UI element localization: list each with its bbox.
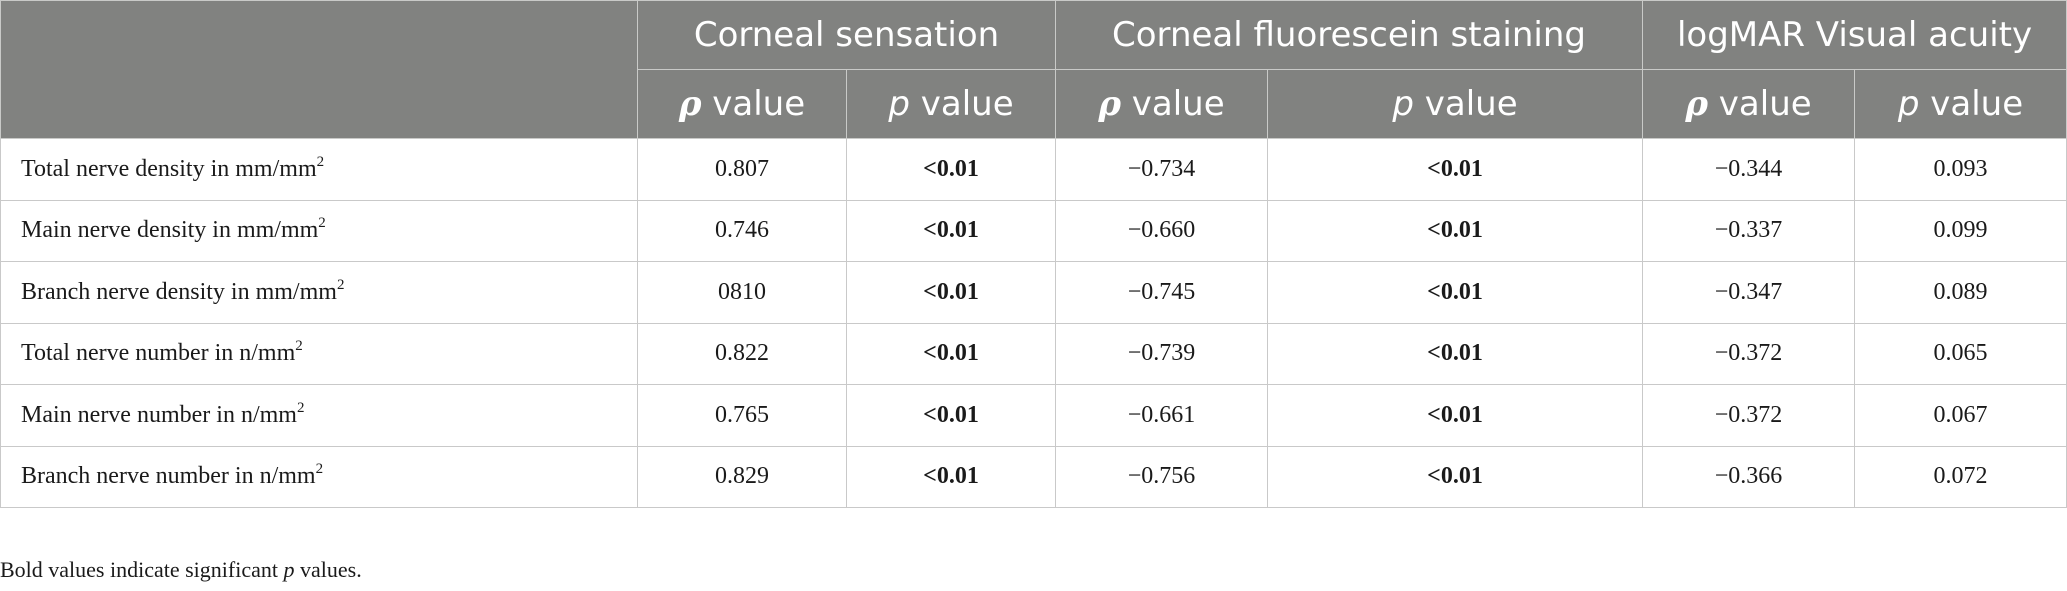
cell-acuity-rho: −0.344 xyxy=(1642,138,1856,201)
row-label: Total nerve density in mm/mm2 xyxy=(0,138,638,201)
table-row: Branch nerve density in mm/mm2 0810 <0.0… xyxy=(0,261,2067,324)
table-row: Branch nerve number in n/mm2 0.829 <0.01… xyxy=(0,445,2067,508)
header-blank-cell xyxy=(0,0,638,139)
cell-sensation-p: <0.01 xyxy=(846,384,1056,447)
cell-acuity-p: 0.093 xyxy=(1854,138,2067,201)
subheader-rho-value: ρ value xyxy=(1642,69,1856,139)
cell-staining-p: <0.01 xyxy=(1266,445,1644,508)
subheader-p-value: p value xyxy=(1854,69,2067,139)
cell-acuity-rho: −0.372 xyxy=(1642,322,1856,385)
cell-acuity-rho: −0.366 xyxy=(1642,445,1856,508)
subheader-rho-value: ρ value xyxy=(637,69,847,139)
cell-sensation-rho: 0.829 xyxy=(637,445,847,508)
cell-acuity-p: 0.065 xyxy=(1854,322,2067,385)
subheader-p-value: p value xyxy=(846,69,1056,139)
header-row-groups: Corneal sensation Corneal fluorescein st… xyxy=(0,0,2067,139)
cell-staining-p: <0.01 xyxy=(1266,384,1644,447)
table-row: Total nerve density in mm/mm2 0.807 <0.0… xyxy=(0,138,2067,201)
cell-acuity-rho: −0.347 xyxy=(1642,261,1856,324)
cell-sensation-rho: 0.765 xyxy=(637,384,847,447)
cell-staining-rho: −0.660 xyxy=(1055,199,1268,262)
cell-staining-p: <0.01 xyxy=(1266,138,1644,201)
table-row: Main nerve density in mm/mm2 0.746 <0.01… xyxy=(0,199,2067,262)
group-header-corneal-fluorescein-staining: Corneal fluorescein staining xyxy=(1054,0,1644,70)
cell-acuity-p: 0.072 xyxy=(1854,445,2067,508)
cell-staining-rho: −0.734 xyxy=(1055,138,1268,201)
cell-acuity-p: 0.099 xyxy=(1854,199,2067,262)
table-header: Corneal sensation Corneal fluorescein st… xyxy=(0,0,2067,139)
cell-staining-rho: −0.745 xyxy=(1055,261,1268,324)
cell-staining-p: <0.01 xyxy=(1266,322,1644,385)
table-body: Total nerve density in mm/mm2 0.807 <0.0… xyxy=(0,138,2067,508)
cell-sensation-p: <0.01 xyxy=(846,199,1056,262)
cell-sensation-p: <0.01 xyxy=(846,322,1056,385)
subheader-p-value: p value xyxy=(1266,69,1644,139)
cell-staining-p: <0.01 xyxy=(1266,199,1644,262)
cell-staining-rho: −0.756 xyxy=(1055,445,1268,508)
table-row: Total nerve number in n/mm2 0.822 <0.01 … xyxy=(0,322,2067,385)
cell-sensation-p: <0.01 xyxy=(846,138,1056,201)
cell-sensation-rho: 0810 xyxy=(637,261,847,324)
row-label: Branch nerve density in mm/mm2 xyxy=(0,261,638,324)
cell-sensation-p: <0.01 xyxy=(846,261,1056,324)
cell-sensation-p: <0.01 xyxy=(846,445,1056,508)
row-label: Main nerve density in mm/mm2 xyxy=(0,199,638,262)
table-row: Main nerve number in n/mm2 0.765 <0.01 −… xyxy=(0,384,2067,447)
cell-staining-p: <0.01 xyxy=(1266,261,1644,324)
cell-sensation-rho: 0.807 xyxy=(637,138,847,201)
cell-acuity-p: 0.067 xyxy=(1854,384,2067,447)
table-footnote: Bold values indicate significant p value… xyxy=(0,557,362,582)
group-header-logmar-visual-acuity: logMAR Visual acuity xyxy=(1642,0,2067,70)
table-container: Corneal sensation Corneal fluorescein st… xyxy=(0,0,2067,508)
row-label: Main nerve number in n/mm2 xyxy=(0,384,638,447)
subheader-rho-value: ρ value xyxy=(1055,69,1268,139)
cell-staining-rho: −0.661 xyxy=(1055,384,1268,447)
header-row-stats: ρ value p value ρ value p value ρ value … xyxy=(1,69,2067,139)
row-label: Branch nerve number in n/mm2 xyxy=(0,445,638,508)
cell-acuity-p: 0.089 xyxy=(1854,261,2067,324)
row-label: Total nerve number in n/mm2 xyxy=(0,322,638,385)
cell-sensation-rho: 0.746 xyxy=(637,199,847,262)
correlation-table: Corneal sensation Corneal fluorescein st… xyxy=(0,0,2067,508)
cell-staining-rho: −0.739 xyxy=(1055,322,1268,385)
cell-acuity-rho: −0.372 xyxy=(1642,384,1856,447)
group-header-corneal-sensation: Corneal sensation xyxy=(637,0,1056,70)
cell-acuity-rho: −0.337 xyxy=(1642,199,1856,262)
cell-sensation-rho: 0.822 xyxy=(637,322,847,385)
